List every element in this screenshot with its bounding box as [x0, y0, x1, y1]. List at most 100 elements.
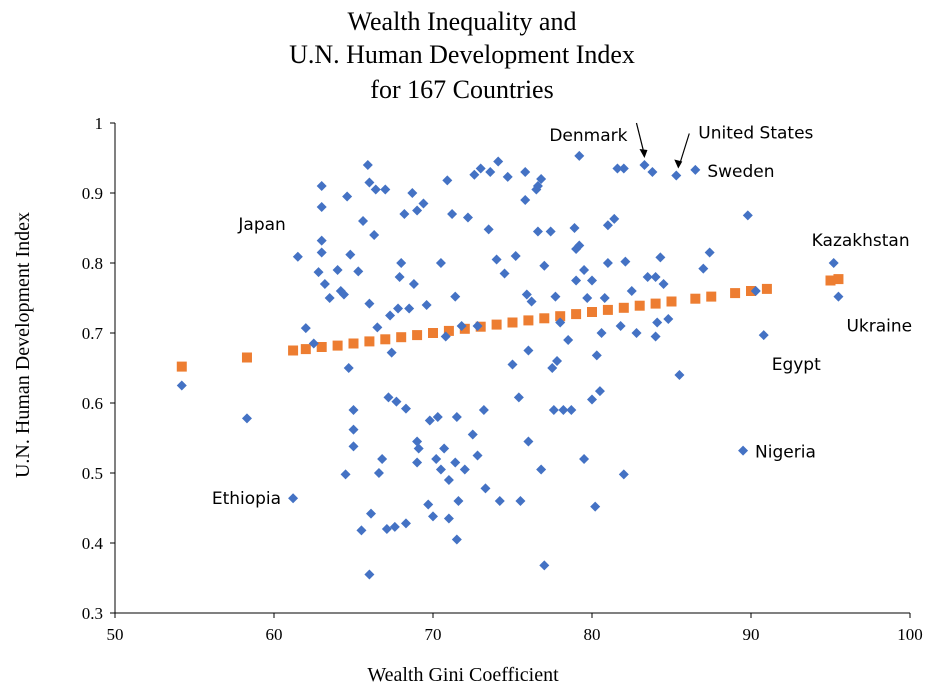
trend-point: [634, 300, 645, 311]
y-axis-label: U.N. Human Development Index: [12, 212, 34, 478]
data-point: [738, 445, 749, 456]
trend-point: [491, 319, 502, 330]
data-point: [828, 258, 839, 268]
data-point: [620, 256, 631, 267]
data-point: [418, 198, 429, 209]
data-point: [566, 405, 577, 415]
data-point: [332, 265, 343, 275]
trend-point: [650, 298, 661, 309]
data-point: [365, 508, 376, 519]
data-point: [340, 469, 351, 480]
data-point: [423, 499, 434, 510]
data-point: [300, 323, 311, 334]
data-point: [833, 291, 844, 302]
data-point: [579, 454, 590, 464]
scatter-series: [176, 150, 844, 580]
annotation-arrowhead: [639, 149, 648, 158]
data-point: [555, 317, 566, 328]
data-point: [548, 405, 559, 415]
trend-point: [539, 313, 550, 324]
x-tick-label: 90: [743, 625, 760, 644]
data-point: [364, 177, 375, 188]
trend-point: [428, 328, 438, 338]
data-point: [394, 272, 405, 282]
trend-point: [459, 323, 470, 334]
x-tick-label: 50: [107, 625, 124, 644]
data-point: [574, 240, 585, 251]
data-point: [642, 272, 653, 282]
data-point: [558, 405, 569, 415]
data-point: [362, 160, 373, 170]
data-point: [316, 202, 327, 212]
data-point: [432, 412, 443, 422]
data-point: [428, 511, 438, 522]
data-point: [421, 300, 432, 310]
data-point: [435, 464, 446, 475]
data-point: [545, 226, 556, 237]
data-point: [502, 171, 513, 182]
data-point: [380, 184, 391, 195]
data-point: [618, 163, 629, 174]
data-point: [483, 224, 494, 235]
trend-point: [666, 296, 677, 307]
data-point: [316, 235, 327, 246]
data-point: [412, 457, 423, 468]
data-point: [424, 415, 435, 426]
data-point: [450, 291, 461, 302]
data-point: [459, 464, 470, 475]
annotation-arrowhead: [674, 159, 683, 169]
data-point: [655, 252, 666, 263]
data-point: [674, 370, 685, 380]
trend-point: [833, 274, 844, 285]
chart-title: Wealth Inequality and U.N. Human Develop…: [289, 7, 635, 104]
data-point: [594, 386, 605, 397]
data-point: [523, 436, 534, 447]
data-point: [494, 496, 505, 506]
data-point: [663, 314, 674, 324]
data-point: [658, 279, 669, 289]
data-point: [393, 303, 404, 314]
data-point: [407, 188, 418, 198]
data-point: [440, 331, 451, 342]
data-point: [618, 469, 629, 480]
annotation-label: Denmark: [549, 126, 627, 146]
trend-point: [587, 307, 597, 317]
data-point: [599, 293, 610, 303]
trend-point: [176, 361, 187, 372]
data-point: [369, 230, 380, 240]
trend-series: [176, 274, 844, 372]
trend-point: [332, 340, 343, 351]
data-point: [439, 443, 450, 454]
data-point: [480, 483, 491, 494]
data-point: [342, 191, 353, 202]
y-tick-label: 0.9: [82, 184, 103, 203]
data-point: [587, 275, 597, 286]
y-tick-label: 1: [95, 114, 104, 133]
x-tick-label: 70: [425, 625, 442, 644]
data-point: [381, 524, 392, 534]
trend-point: [602, 304, 613, 315]
data-point: [602, 220, 613, 231]
data-point: [596, 328, 607, 338]
x-tick-label: 80: [584, 625, 601, 644]
data-point: [579, 265, 590, 275]
trend-point: [523, 315, 534, 326]
chart-title-line-3: for 167 Countries: [370, 75, 553, 104]
y-axis-ticks: 0.3 0.4 0.5 0.6 0.7 0.8 0.9 1: [82, 114, 115, 623]
y-tick-label: 0.5: [82, 464, 103, 483]
data-point: [507, 359, 518, 370]
data-point: [288, 493, 299, 504]
data-point: [435, 258, 446, 268]
annotation-label: United States: [698, 124, 813, 144]
annotation-label: Egypt: [772, 355, 821, 375]
data-point: [499, 268, 510, 279]
data-point: [478, 405, 489, 415]
data-point: [370, 184, 381, 195]
data-point: [442, 175, 453, 186]
data-point: [587, 394, 597, 405]
data-point: [338, 289, 349, 300]
data-point: [650, 272, 661, 282]
trend-point: [761, 283, 772, 294]
data-point: [615, 321, 626, 331]
